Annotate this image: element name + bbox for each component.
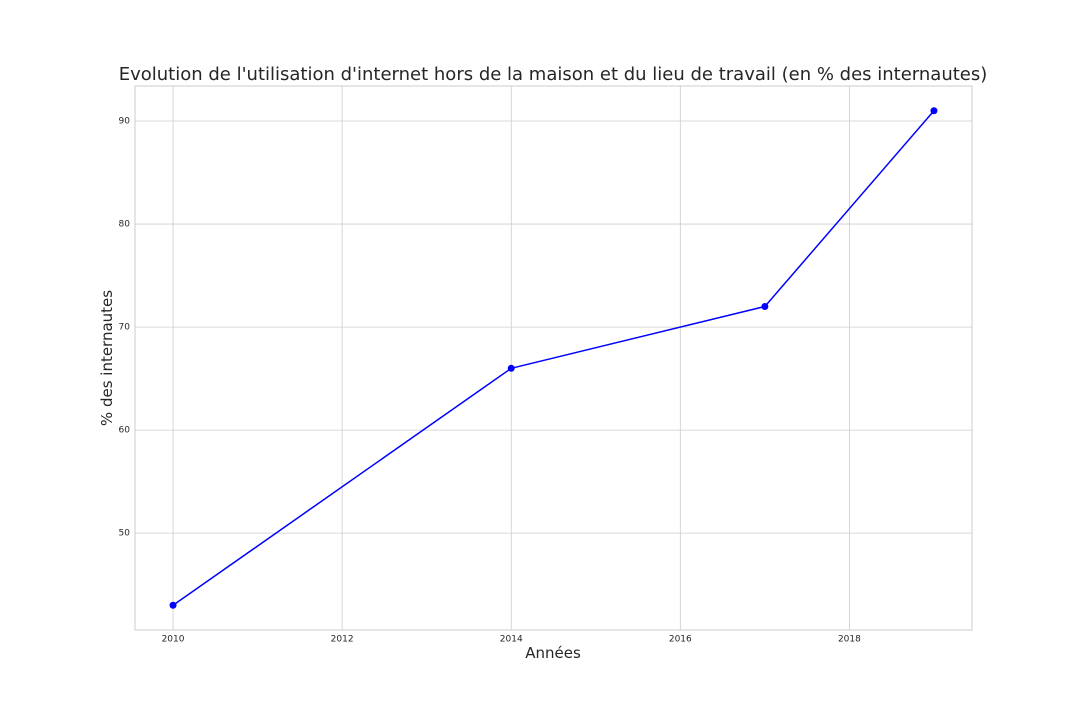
data-point (169, 601, 177, 609)
y-tick-label: 70 (119, 323, 131, 333)
y-axis-label: % des internautes (98, 290, 116, 426)
y-tick-label: 80 (119, 220, 131, 230)
y-tick-label: 50 (119, 529, 131, 539)
x-tick-label: 2016 (669, 635, 692, 645)
data-point (761, 302, 769, 310)
x-tick-label: 2018 (838, 635, 861, 645)
y-tick-label: 90 (119, 117, 131, 127)
plot-area-frame (134, 85, 973, 631)
series-line (172, 110, 935, 606)
data-point (930, 107, 938, 115)
x-axis-label: Années (525, 644, 581, 662)
series (169, 107, 938, 609)
x-tick-label: 2010 (162, 635, 185, 645)
tick-labels: 2010 2012 2014 2016 2018 50 60 70 80 90 (119, 117, 862, 645)
x-tick-label: 2012 (331, 635, 354, 645)
x-tick-label: 2014 (500, 635, 523, 645)
grid (135, 86, 972, 630)
data-point (507, 364, 515, 372)
y-tick-label: 60 (119, 426, 131, 436)
chart-title: Evolution de l'utilisation d'internet ho… (119, 64, 988, 85)
